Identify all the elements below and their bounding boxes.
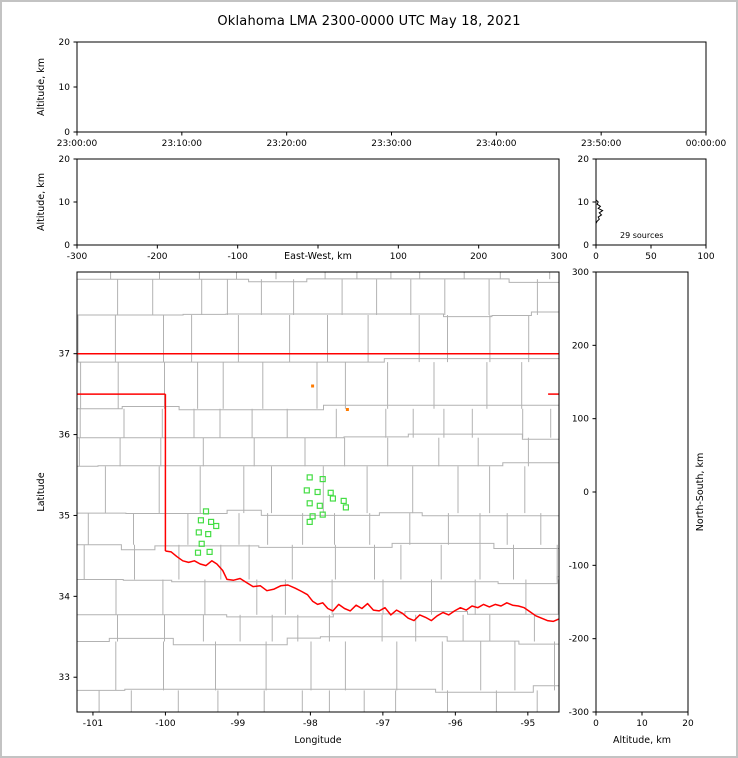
y-tick-label: 20 xyxy=(578,155,590,165)
x-tick-label: -100 xyxy=(155,719,176,729)
altitude-histogram-line xyxy=(596,199,604,224)
y-tick-label: 0 xyxy=(583,241,589,251)
x-tick-label: -95 xyxy=(520,719,535,729)
y-tick-label: 300 xyxy=(572,268,589,278)
x-tick-label: 23:00:00 xyxy=(57,139,98,149)
y-tick-label: -300 xyxy=(569,708,590,718)
source-marker xyxy=(306,474,313,481)
y-tick-label: 37 xyxy=(59,350,70,360)
state-border xyxy=(77,352,559,623)
source-marker xyxy=(309,513,316,520)
x-tick-label: -97 xyxy=(376,719,391,729)
y-tick-label: -200 xyxy=(569,635,590,645)
source-marker xyxy=(198,540,205,547)
source-marker xyxy=(319,476,326,483)
source-marker xyxy=(303,487,310,494)
x-tick-label: 200 xyxy=(470,252,487,262)
county-boundaries xyxy=(77,272,559,712)
source-marker xyxy=(342,504,349,511)
y-axis-label: Latitude xyxy=(36,472,47,511)
x-axis-label: Longitude xyxy=(294,735,341,746)
source-marker xyxy=(314,488,321,496)
panel-frame xyxy=(76,271,560,713)
x-tick-label: -100 xyxy=(227,252,248,262)
source-marker xyxy=(340,497,347,504)
y-axis-label: Altitude, km xyxy=(36,173,47,231)
source-marker xyxy=(319,511,326,518)
x-tick-label: 100 xyxy=(390,252,407,262)
old-source-marker xyxy=(311,384,315,388)
source-count-label: 29 sources xyxy=(620,231,663,240)
y-tick-label: -100 xyxy=(569,561,590,571)
x-tick-label: -99 xyxy=(231,719,246,729)
old-source-marker xyxy=(345,408,349,411)
x-tick-label: 100 xyxy=(697,252,714,262)
x-tick-label: 23:20:00 xyxy=(266,139,307,149)
source-marker xyxy=(205,530,212,538)
y-tick-label: 36 xyxy=(59,431,71,441)
x-tick-label: -98 xyxy=(303,719,318,729)
y-tick-label: 10 xyxy=(59,83,71,93)
x-tick-label: 10 xyxy=(636,719,648,729)
x-tick-label: -96 xyxy=(448,719,463,729)
source-marker xyxy=(195,529,202,536)
x-tick-label: 23:10:00 xyxy=(162,139,203,149)
y-tick-label: 33 xyxy=(59,673,70,683)
source-marker xyxy=(206,548,213,556)
y-tick-label: 0 xyxy=(583,488,589,498)
y-tick-label: 20 xyxy=(59,155,71,165)
x-tick-label: 50 xyxy=(645,252,657,262)
y-tick-label: 0 xyxy=(64,241,70,251)
x-tick-label: 23:50:00 xyxy=(581,139,622,149)
source-marker xyxy=(327,489,334,496)
panel-frame xyxy=(76,41,707,133)
x-tick-label: 0 xyxy=(593,719,599,729)
source-marker xyxy=(194,549,202,556)
source-marker xyxy=(197,517,204,524)
y-axis-label: North-South, km xyxy=(695,453,706,531)
y-tick-label: 10 xyxy=(59,198,71,208)
x-tick-label: 20 xyxy=(682,719,694,729)
source-marker xyxy=(202,508,210,515)
panel-frame xyxy=(595,271,689,713)
y-tick-label: 0 xyxy=(64,128,70,138)
source-marker xyxy=(213,522,220,530)
y-tick-label: 100 xyxy=(572,415,589,425)
panel-frame xyxy=(76,158,560,246)
y-tick-label: 200 xyxy=(572,341,589,351)
source-marker xyxy=(306,500,313,507)
x-tick-label: 300 xyxy=(550,252,567,262)
x-tick-label: 23:40:00 xyxy=(476,139,517,149)
source-marker xyxy=(208,518,215,526)
x-axis-label: Altitude, km xyxy=(613,735,671,746)
y-tick-label: 10 xyxy=(578,198,590,208)
panel-altitude-histogram: 29 sources xyxy=(596,199,663,240)
x-tick-label: -101 xyxy=(83,719,103,729)
source-marker xyxy=(306,518,313,526)
y-tick-label: 20 xyxy=(59,38,71,48)
x-tick-label: 0 xyxy=(593,252,599,262)
figure-title: Oklahoma LMA 2300-0000 UTC May 18, 2021 xyxy=(217,14,521,29)
y-tick-label: 34 xyxy=(59,592,71,602)
x-tick-label: 00:00:00 xyxy=(686,139,727,149)
x-tick-label: 23:30:00 xyxy=(371,139,412,149)
state-border-line xyxy=(165,550,559,623)
panel-plan-view-map xyxy=(77,272,559,712)
y-tick-label: 35 xyxy=(59,511,70,521)
x-axis-label: East-West, km xyxy=(284,251,352,262)
source-marker xyxy=(316,502,323,509)
y-axis-label: Altitude, km xyxy=(36,58,47,116)
source-marker xyxy=(329,495,336,502)
x-tick-label: -300 xyxy=(67,252,88,262)
x-tick-label: -200 xyxy=(147,252,168,262)
